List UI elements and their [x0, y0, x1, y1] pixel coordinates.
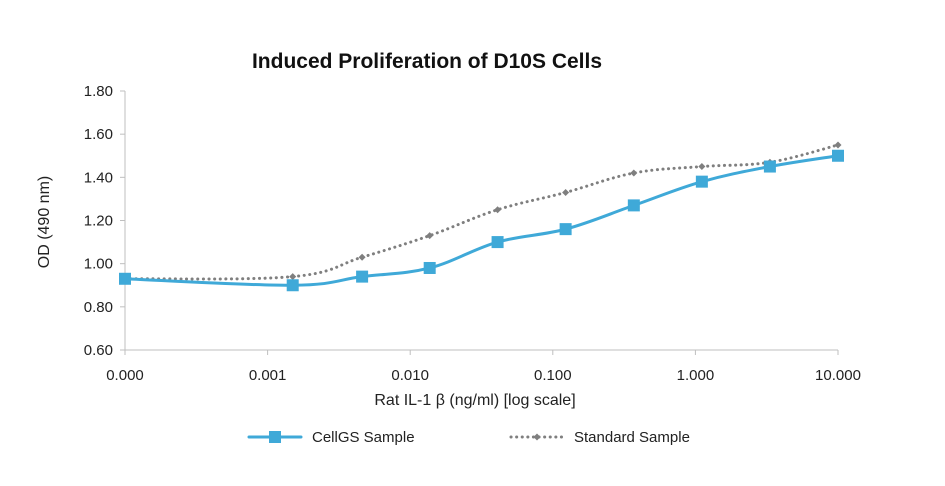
y-tick-label: 1.00 [84, 256, 113, 273]
data-point-cellgs-sample [559, 223, 572, 236]
data-point-cellgs-sample [286, 279, 299, 292]
y-tick-label: 1.80 [84, 83, 113, 100]
x-tick-label: 10.000 [815, 367, 861, 384]
data-point-cellgs-sample [491, 236, 504, 249]
plot-area: 0.60 0.80 1.00 1.20 1.40 1.60 1.80 0.000 0.001 0.… [84, 83, 861, 384]
series-cellgs-sample [119, 149, 844, 292]
legend: CellGS Sample Standard Sample [247, 429, 690, 446]
y-tick-label: 0.60 [84, 342, 113, 359]
legend-label: CellGS Sample [312, 429, 415, 446]
data-point-cellgs-sample [763, 160, 776, 173]
series-line-standard-sample [123, 143, 840, 281]
chart-title: Induced Proliferation of D10S Cells [252, 50, 602, 73]
series-standard-sample [121, 141, 842, 283]
data-point-standard-sample [426, 232, 434, 240]
x-tick-label: 1.000 [677, 367, 715, 384]
data-point-cellgs-sample [119, 272, 131, 285]
data-point-cellgs-sample [832, 149, 844, 162]
data-point-standard-sample [562, 188, 570, 196]
data-point-standard-sample [494, 206, 502, 214]
y-tick-label: 1.60 [84, 126, 113, 143]
data-point-standard-sample [834, 141, 842, 149]
data-point-standard-sample [698, 163, 706, 171]
legend-item-standard-sample: Standard Sample [509, 429, 690, 446]
data-point-cellgs-sample [695, 175, 708, 188]
data-point-standard-sample [358, 253, 366, 261]
x-tick-label: 0.001 [249, 367, 287, 384]
x-tick-label: 0.100 [534, 367, 572, 384]
y-tick-label: 1.20 [84, 213, 113, 230]
data-point-cellgs-sample [627, 199, 640, 212]
legend-item-cellgs-sample: CellGS Sample [247, 429, 415, 446]
y-tick-label: 1.40 [84, 169, 113, 186]
y-tick-label: 0.80 [84, 299, 113, 316]
x-axis-label: Rat IL-1 β (ng/ml) [log scale] [374, 392, 575, 409]
x-tick-label: 0.000 [106, 367, 144, 384]
data-point-cellgs-sample [356, 270, 369, 283]
data-point-cellgs-sample [423, 261, 436, 274]
series-line-cellgs-sample [123, 154, 840, 287]
data-point-standard-sample [630, 169, 638, 177]
data-point-standard-sample [289, 273, 297, 281]
legend-label: Standard Sample [574, 429, 690, 446]
legend-swatch-marker [269, 431, 281, 443]
y-axis-label: OD (490 nm) [36, 176, 53, 268]
x-tick-label: 0.010 [391, 367, 429, 384]
legend-swatch-marker [533, 433, 541, 441]
